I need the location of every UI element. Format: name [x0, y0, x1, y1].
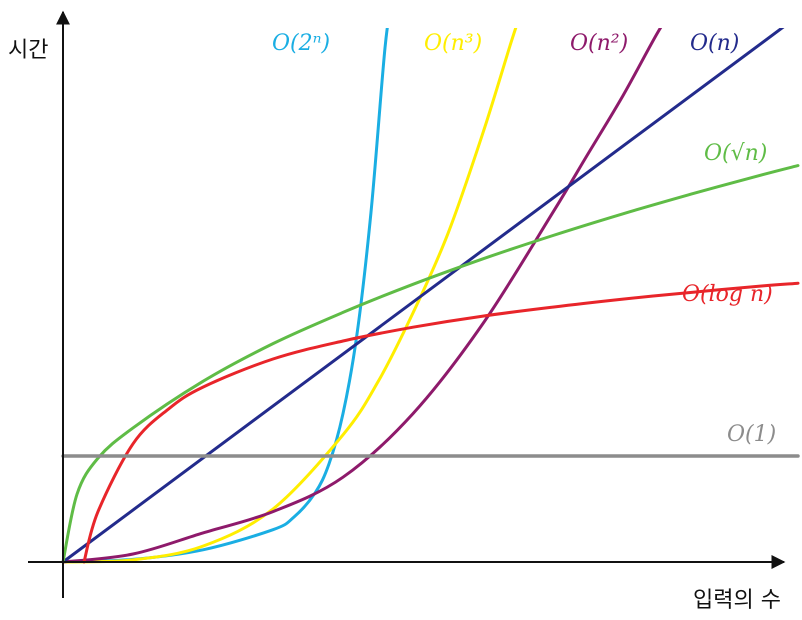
x-axis-label: 입력의 수	[693, 588, 781, 613]
series-label-o-1: O(1)	[727, 422, 776, 447]
series-line-o-n2	[61, 28, 663, 564]
series-line-o-n3	[61, 28, 518, 564]
series-label-o-n: O(n)	[690, 31, 739, 56]
series-label-o-2n: O(2ⁿ)	[272, 31, 330, 56]
series-line-o-log-n	[82, 281, 800, 564]
series-label-o-n2: O(n²)	[570, 31, 628, 56]
y-axis-label: 시간	[8, 38, 48, 63]
curve-labels: O(2ⁿ) O(n³) O(n²) O(n) O(√n) O(log n) O(1)	[272, 31, 776, 447]
series-label-o-sqrt-n: O(√n)	[704, 141, 767, 166]
series-line-o-n	[61, 28, 785, 564]
series-line-o-2n	[61, 28, 389, 564]
curves-layer	[61, 28, 800, 564]
series-label-o-n3: O(n³)	[424, 31, 482, 56]
series-line-o-sqrt-n	[61, 164, 800, 564]
series-label-o-log-n: O(log n)	[682, 282, 773, 307]
